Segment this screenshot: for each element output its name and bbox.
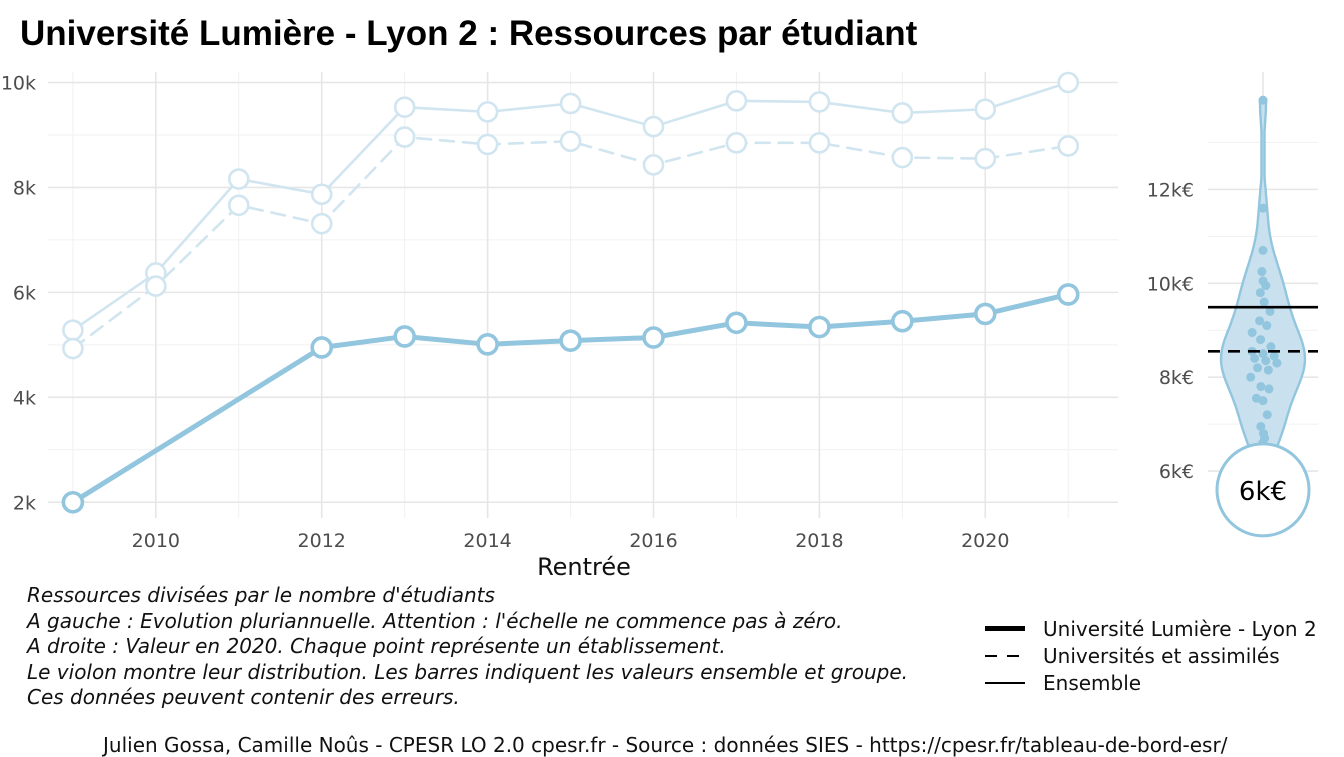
legend-label: Universités et assimilés (1043, 643, 1280, 668)
y-tick-label: 8k (13, 177, 36, 199)
caption-line: A gauche : Evolution pluriannuelle. Atte… (27, 608, 843, 633)
data-point (310, 336, 334, 359)
data-point (393, 126, 416, 148)
violin-point (1258, 245, 1268, 255)
data-point (227, 168, 250, 190)
data-point (1057, 71, 1080, 94)
data-point (808, 91, 831, 113)
data-point (891, 146, 914, 169)
y-tick-label: 8k€ (1159, 367, 1194, 389)
data-point (310, 183, 333, 206)
data-point (559, 92, 582, 115)
data-point (62, 337, 84, 360)
x-tick-label: 2016 (629, 530, 677, 552)
data-point (559, 329, 582, 352)
data-point (725, 132, 748, 154)
violin-point (1256, 382, 1266, 392)
data-point (974, 98, 997, 121)
violin-point (1272, 358, 1282, 368)
y-tick-label: 4k (13, 387, 36, 409)
data-point (725, 311, 748, 335)
violin-point (1266, 342, 1276, 352)
legend-item-ensemble: Ensemble (985, 669, 1317, 696)
source-credit: Julien Gossa, Camille Noûs - CPESR LO 2.… (103, 733, 1228, 757)
chart-caption: Ressources divisées par le nombre d'étud… (27, 583, 908, 711)
x-tick-label: 2020 (961, 530, 1009, 552)
data-point (642, 154, 665, 176)
data-point (808, 315, 831, 339)
caption-line: A droite : Valeur en 2020. Chaque point … (27, 634, 726, 659)
chart-title: Université Lumière - Lyon 2 : Ressources… (20, 14, 918, 53)
violin-point (1258, 203, 1268, 213)
highlight-label: 6k€ (1239, 477, 1287, 507)
x-tick-label: 2012 (298, 530, 346, 552)
data-point (725, 90, 748, 112)
violin-point (1262, 410, 1272, 420)
violin-point (1255, 316, 1265, 326)
data-point (476, 333, 499, 356)
data-point (476, 101, 499, 123)
caption-line: Le violon montre leur distribution. Les … (27, 659, 908, 684)
data-point (891, 102, 914, 124)
chart-legend: Université Lumière - Lyon 2 Universités … (985, 615, 1317, 696)
y-tick-label: 6k (13, 282, 36, 304)
data-point (476, 133, 499, 156)
y-tick-label: 6k€ (1159, 461, 1194, 483)
data-point (310, 212, 333, 235)
y-tick-label: 10k (1, 72, 36, 94)
violin-point (1256, 335, 1266, 345)
violin-point (1247, 328, 1257, 338)
violin-point (1258, 349, 1268, 359)
legend-key-dashed (985, 654, 1025, 657)
violin-point (1253, 363, 1263, 373)
y-tick-label: 10k€ (1147, 273, 1194, 295)
data-point (145, 275, 167, 297)
violin-point (1264, 384, 1274, 394)
violin-point (1250, 353, 1260, 363)
x-tick-label: 2010 (132, 530, 180, 552)
data-point (1057, 135, 1080, 157)
violin-point (1259, 297, 1269, 307)
data-point (974, 147, 997, 170)
data-point (227, 194, 250, 217)
violin-point (1246, 372, 1256, 382)
violin-point (1255, 288, 1265, 298)
data-point (61, 490, 85, 514)
violin-point (1258, 95, 1268, 105)
data-point (393, 96, 416, 118)
caption-line: Ressources divisées par le nombre d'étud… (27, 583, 495, 607)
violin-point (1256, 421, 1266, 431)
violin-point (1261, 356, 1271, 366)
x-tick-label: 2014 (463, 530, 511, 552)
violin-point (1269, 351, 1279, 361)
caption-line: Ces données peuvent contenir des erreurs… (27, 685, 460, 710)
data-point (808, 132, 831, 154)
violin-point (1261, 281, 1271, 291)
data-point (1056, 283, 1080, 306)
data-point (393, 325, 416, 348)
legend-key-solid-thick (985, 626, 1025, 631)
violin-point (1257, 267, 1267, 277)
highlight-circle (1215, 442, 1311, 538)
legend-label: Ensemble (1043, 670, 1142, 695)
y-tick-label: 2k (13, 492, 36, 514)
legend-label: Université Lumière - Lyon 2 (1043, 616, 1317, 641)
violin-point (1265, 306, 1275, 316)
violin-point (1258, 396, 1268, 406)
data-point (642, 115, 665, 138)
data-point (891, 309, 914, 333)
data-point (559, 130, 582, 153)
violin-point (1263, 365, 1273, 375)
data-point (642, 326, 665, 349)
legend-key-solid (985, 681, 1025, 684)
x-tick-label: 2018 (795, 530, 843, 552)
y-tick-label: 12k€ (1147, 179, 1194, 201)
legend-item-lyon2: Université Lumière - Lyon 2 (985, 615, 1317, 642)
data-point (973, 302, 997, 326)
x-axis-label: Rentrée (537, 553, 631, 581)
violin-point (1262, 321, 1272, 331)
legend-item-universites: Universités et assimilés (985, 642, 1317, 669)
